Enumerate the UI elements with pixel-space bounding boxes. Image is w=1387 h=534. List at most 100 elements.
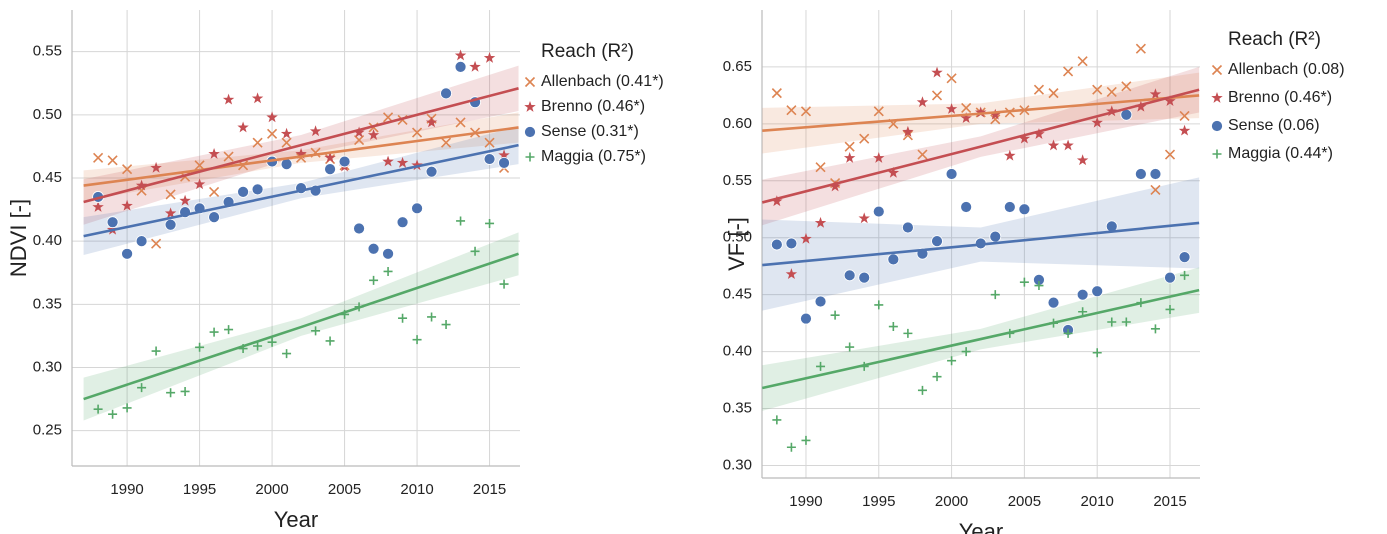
y-tick-label: 0.35 bbox=[723, 400, 752, 417]
point bbox=[1048, 88, 1059, 99]
legend-label: Allenbach (0.08) bbox=[1228, 61, 1345, 78]
x-tick-label: 2005 bbox=[1008, 493, 1041, 510]
point bbox=[1003, 201, 1016, 213]
point-glyph bbox=[367, 129, 380, 140]
point-glyph bbox=[1078, 307, 1088, 317]
point-glyph bbox=[1048, 88, 1059, 99]
point-glyph bbox=[194, 160, 205, 171]
point-glyph bbox=[1150, 184, 1161, 195]
point-glyph bbox=[454, 49, 467, 61]
point-glyph bbox=[253, 341, 263, 351]
fit-line bbox=[83, 87, 519, 204]
point bbox=[427, 312, 437, 322]
point bbox=[874, 300, 884, 310]
point-glyph bbox=[383, 266, 393, 276]
point-glyph bbox=[281, 137, 292, 148]
point bbox=[887, 253, 900, 266]
point bbox=[772, 415, 782, 425]
point-glyph bbox=[93, 404, 103, 414]
point-glyph bbox=[427, 312, 437, 322]
point bbox=[989, 230, 1002, 243]
point-glyph bbox=[166, 388, 176, 398]
point-glyph bbox=[237, 121, 249, 133]
x-tick-label: 2005 bbox=[328, 481, 361, 498]
point-glyph bbox=[209, 186, 220, 197]
point bbox=[800, 312, 812, 325]
point bbox=[1150, 324, 1160, 334]
point bbox=[396, 156, 409, 168]
point-glyph bbox=[1211, 92, 1223, 103]
point bbox=[107, 155, 118, 166]
point bbox=[484, 137, 495, 148]
point-glyph bbox=[1178, 124, 1191, 136]
point bbox=[1033, 128, 1045, 139]
point bbox=[208, 148, 220, 159]
point bbox=[961, 347, 971, 357]
point bbox=[411, 202, 423, 215]
x-axis-label: Year bbox=[959, 519, 1003, 534]
legend-label: Allenbach (0.41*) bbox=[541, 73, 664, 90]
point bbox=[280, 127, 293, 139]
point bbox=[411, 127, 423, 138]
point-glyph bbox=[830, 310, 840, 320]
point-glyph bbox=[122, 164, 133, 175]
point-glyph bbox=[843, 152, 856, 163]
y-tick-label: 0.60 bbox=[723, 115, 752, 132]
point-glyph bbox=[945, 103, 958, 114]
point bbox=[354, 135, 365, 146]
point bbox=[815, 162, 826, 173]
point bbox=[1180, 270, 1190, 280]
point-glyph bbox=[887, 166, 900, 178]
point bbox=[179, 194, 191, 206]
point bbox=[525, 152, 535, 162]
point bbox=[1033, 84, 1045, 95]
point bbox=[209, 186, 220, 197]
point bbox=[814, 216, 827, 228]
point-glyph bbox=[425, 116, 438, 128]
point-glyph bbox=[484, 137, 495, 148]
point-glyph bbox=[873, 152, 885, 163]
point bbox=[485, 218, 495, 228]
point bbox=[108, 409, 118, 419]
point bbox=[135, 235, 148, 248]
point bbox=[816, 361, 826, 371]
point-glyph bbox=[772, 415, 782, 425]
point-glyph bbox=[311, 326, 321, 336]
point bbox=[92, 201, 104, 212]
point bbox=[1078, 307, 1088, 317]
x-tick-label: 2000 bbox=[935, 493, 968, 510]
point bbox=[1211, 120, 1223, 132]
point bbox=[931, 90, 943, 101]
point bbox=[267, 337, 277, 347]
point bbox=[165, 189, 176, 200]
point-glyph bbox=[975, 106, 987, 118]
point-glyph bbox=[1150, 324, 1160, 334]
point bbox=[771, 88, 782, 99]
point-glyph bbox=[858, 212, 870, 224]
point-glyph bbox=[1019, 277, 1029, 287]
point-glyph bbox=[1091, 116, 1103, 128]
x-tick-label: 2015 bbox=[473, 481, 506, 498]
legend-label: Maggia (0.44*) bbox=[1228, 145, 1333, 162]
point-glyph bbox=[369, 275, 379, 285]
point-glyph bbox=[151, 346, 161, 356]
x-tick-label: 1990 bbox=[789, 493, 822, 510]
point bbox=[931, 66, 943, 78]
point bbox=[382, 247, 394, 260]
point-glyph bbox=[814, 216, 827, 228]
legend-label: Sense (0.31*) bbox=[541, 123, 639, 140]
legend-title: Reach (R²) bbox=[1228, 29, 1321, 50]
point-glyph bbox=[990, 114, 1001, 125]
point bbox=[1211, 92, 1223, 103]
point-glyph bbox=[990, 290, 1000, 300]
point bbox=[237, 121, 249, 133]
point bbox=[843, 269, 856, 282]
point-glyph bbox=[195, 342, 205, 352]
point bbox=[470, 246, 480, 256]
point-glyph bbox=[771, 88, 782, 99]
y-tick-label: 0.30 bbox=[33, 358, 62, 375]
point-glyph bbox=[1033, 84, 1045, 95]
x-tick-label: 2010 bbox=[1081, 493, 1114, 510]
point-glyph bbox=[1211, 64, 1223, 76]
point-glyph bbox=[1179, 110, 1190, 121]
